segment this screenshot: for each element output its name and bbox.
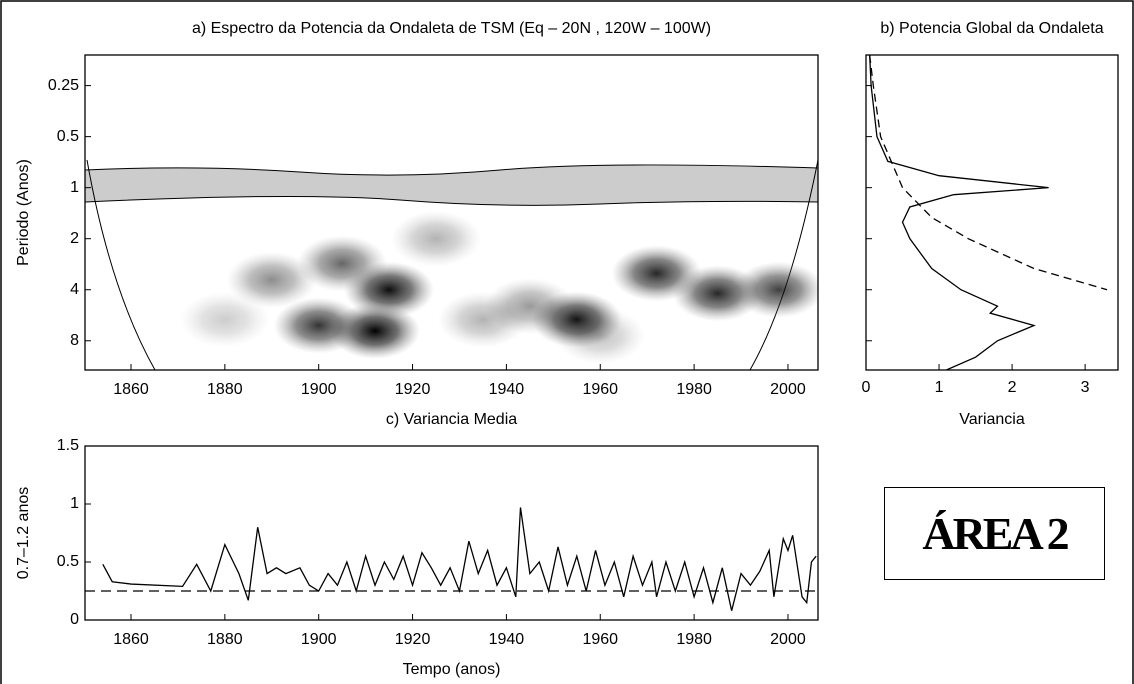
y-tick-label: 1: [70, 179, 79, 196]
x-tick-label: 0: [862, 379, 871, 396]
power-blob: [273, 297, 364, 354]
y-axis-label: Periodo (Anos): [15, 159, 32, 266]
y-tick-label: 0.25: [48, 77, 79, 94]
x-tick-label: 1900: [301, 631, 337, 648]
variance-line: [102, 507, 817, 611]
y-tick-label: 0.5: [57, 128, 79, 145]
axes-frame: [865, 54, 1119, 371]
x-tick-label: 1880: [207, 381, 243, 398]
x-axis-label: Tempo (anos): [403, 661, 501, 678]
y-tick-label: 2: [70, 230, 79, 247]
x-tick-label: 1860: [113, 381, 149, 398]
x-tick-label: 1960: [582, 381, 618, 398]
x-tick-label: 1940: [489, 631, 525, 648]
x-tick-label: 1920: [395, 631, 431, 648]
x-tick-label: 2: [1008, 379, 1017, 396]
chart-title: b) Potencia Global da Ondaleta: [880, 20, 1103, 37]
spectrum-line: [869, 55, 1049, 370]
y-axis-label: 0.7–1.2 anos: [15, 487, 32, 580]
plot-area: [869, 55, 1108, 370]
cone-of-influence: [86, 159, 156, 371]
x-tick-label: 3: [1081, 379, 1090, 396]
power-blob: [555, 308, 646, 365]
y-tick-label: 0: [70, 611, 79, 628]
axes-frame: [84, 54, 819, 371]
y-tick-label: 1.5: [57, 437, 79, 454]
x-tick-label: 1880: [207, 631, 243, 648]
power-blob: [179, 291, 270, 348]
chart-title: a) Espectro da Potencia da Ondaleta de T…: [192, 20, 711, 37]
chart-title: c) Variancia Media: [386, 411, 517, 428]
y-tick-label: 8: [70, 332, 79, 349]
axes-frame: [84, 445, 819, 621]
x-tick-label: 1: [935, 379, 944, 396]
plot-area: [179, 210, 818, 365]
x-axis-label: Variancia: [959, 411, 1025, 428]
area-label: ÁREA 2: [884, 487, 1105, 580]
x-tick-label: 1980: [676, 381, 712, 398]
x-tick-label: 1960: [582, 631, 618, 648]
power-blob: [391, 210, 482, 267]
x-tick-label: 1940: [489, 381, 525, 398]
x-tick-label: 1920: [395, 381, 431, 398]
x-tick-label: 1860: [113, 631, 149, 648]
power-blob: [733, 261, 818, 318]
y-tick-label: 0.5: [57, 553, 79, 570]
y-tick-label: 4: [70, 281, 79, 298]
y-tick-label: 1: [70, 495, 79, 512]
plot-area: [85, 507, 818, 611]
x-tick-label: 1980: [676, 631, 712, 648]
power-blob: [437, 291, 528, 348]
spectrum-line: [869, 55, 1108, 291]
x-tick-label: 2000: [770, 381, 806, 398]
x-tick-label: 1900: [301, 381, 337, 398]
x-tick-label: 2000: [770, 631, 806, 648]
power-blob: [226, 251, 317, 308]
annual-band: [84, 164, 819, 206]
